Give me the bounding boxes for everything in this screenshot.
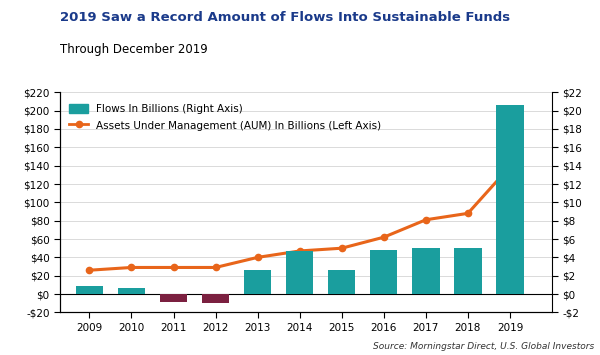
Bar (412, 248, 440, 294)
Bar (454, 248, 482, 294)
Text: 2019 Saw a Record Amount of Flows Into Sustainable Funds: 2019 Saw a Record Amount of Flows Into S… (60, 11, 510, 24)
Bar (118, 288, 145, 294)
Bar (286, 251, 313, 294)
Bar (202, 294, 229, 303)
Text: Through December 2019: Through December 2019 (60, 43, 208, 56)
Bar (496, 105, 524, 294)
Bar (244, 270, 271, 294)
Bar (328, 270, 355, 294)
Legend: Flows In Billions (Right Axis), Assets Under Management (AUM) In Billions (Left : Flows In Billions (Right Axis), Assets U… (65, 100, 386, 135)
Bar (160, 294, 187, 302)
Text: Source: Morningstar Direct, U.S. Global Investors: Source: Morningstar Direct, U.S. Global … (373, 343, 594, 351)
Bar (370, 250, 397, 294)
Bar (76, 286, 103, 294)
